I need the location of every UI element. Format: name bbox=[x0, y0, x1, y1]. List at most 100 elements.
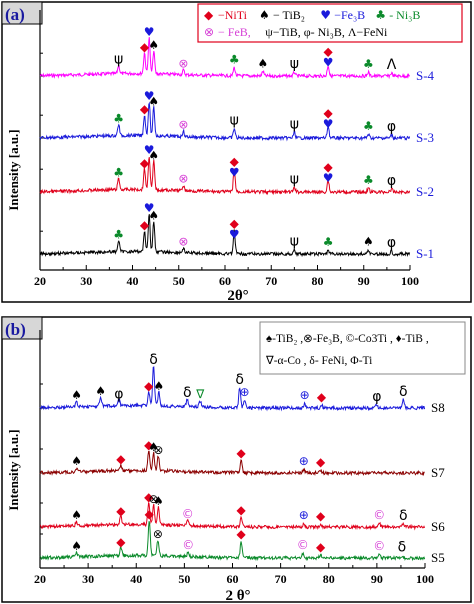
panel-a-peak-marker-spade: ♠ bbox=[148, 95, 159, 109]
panel-a-legend-line1: ◆ −NiTi ♠ − TiB₂ ♥ −Fe₃B ♣ - Ni₃B bbox=[204, 8, 420, 22]
panel-b-x-tick-label: 30 bbox=[82, 572, 94, 586]
panel-b-peak-marker-copy: © bbox=[182, 507, 194, 521]
panel-b-legend-line2: ∇-α-Co , δ- FeNi, Φ-Ti bbox=[265, 355, 372, 367]
legend-label: − FeB, bbox=[218, 25, 251, 39]
panel-b-x-tick-label: 100 bbox=[416, 572, 434, 586]
panel-a-peak-marker-diamond: ◆ bbox=[324, 106, 334, 120]
panel-b-peak-marker-copy: © bbox=[373, 508, 385, 522]
panel-a-peak-marker-heart: ♥ bbox=[144, 25, 155, 39]
panel-b-legend-box bbox=[259, 321, 466, 375]
panel-b-series-label: S8 bbox=[431, 400, 445, 415]
panel-a-peak-marker-phi: φ bbox=[387, 235, 396, 251]
panel-a-peak-marker-psi: ψ bbox=[114, 52, 123, 68]
panel-b-x-tick-label: 80 bbox=[323, 572, 335, 586]
legend-label: −NiTi bbox=[218, 8, 248, 22]
panel-a-peak-marker-heart: ♥ bbox=[323, 171, 334, 185]
panel-a-peak-marker-heart: ♥ bbox=[229, 228, 240, 242]
panel-b-peak-marker-diamond: ◆ bbox=[237, 503, 247, 517]
panel-b-x-tick-label: 40 bbox=[130, 572, 142, 586]
panel-a-peak-marker-heart: ♥ bbox=[323, 56, 334, 70]
panel-a-tag: (a) bbox=[5, 5, 25, 24]
panel-b-peak-marker-diamond: ◆ bbox=[237, 527, 247, 541]
panel-a-peak-marker-otimes: ⊗ bbox=[178, 234, 188, 248]
panel-b-peak-marker-diamond: ◆ bbox=[316, 509, 326, 523]
panel-b-peak-marker-delta: δ bbox=[183, 385, 192, 401]
panel-a-series-label: S-2 bbox=[416, 184, 434, 199]
panel-b-peak-marker-otimes: ⊗ bbox=[153, 443, 163, 457]
panel-a-x-tick-label: 60 bbox=[219, 274, 231, 288]
panel-b-peak-marker-copy: © bbox=[297, 538, 309, 552]
panel-a-x-tick-label: 90 bbox=[358, 274, 370, 288]
panel-b-peak-marker-delta: δ bbox=[399, 508, 408, 524]
legend-heart-icon: ♥ bbox=[320, 8, 331, 22]
panel-b-peak-marker-diamond: ◆ bbox=[316, 540, 326, 554]
panel-a-peak-marker-heart: ♥ bbox=[323, 117, 334, 131]
panel-a-peak-marker-heart: ♥ bbox=[144, 89, 155, 103]
panel-a-series-line-S-4 bbox=[39, 37, 411, 80]
panel-a-tag-box bbox=[1, 1, 43, 25]
panel-a-series-label: S-1 bbox=[416, 246, 434, 261]
panel-b-peak-marker-delta: δ bbox=[149, 352, 158, 368]
panel-a-peak-marker-psi: ψ bbox=[230, 113, 239, 129]
panel-a-peak-marker-psi: ψ bbox=[290, 116, 299, 132]
panel-b-peak-marker-diamond: ◆ bbox=[116, 452, 126, 466]
panel-a-x-tick-label: 70 bbox=[265, 274, 277, 288]
panel-b-peak-marker-spade: ♠ bbox=[153, 379, 164, 393]
panel-b-peak-marker-diamond: ◆ bbox=[144, 438, 154, 452]
panel-b-x-tick-label: 60 bbox=[227, 572, 239, 586]
panel-b-peak-marker-copy: © bbox=[182, 538, 194, 552]
panel-b-peak-marker-phi: φ bbox=[372, 389, 381, 405]
panel-a-peak-marker-club: ♣ bbox=[113, 228, 124, 242]
panel-b-series-line-S5 bbox=[39, 521, 426, 562]
panel-b-peak-marker-phi: φ bbox=[114, 386, 123, 402]
panel-b-peak-marker-spade: ♠ bbox=[71, 388, 82, 402]
panel-a-peak-marker-lambda: Λ bbox=[387, 57, 397, 73]
panel-b-series-line-S6 bbox=[39, 502, 426, 531]
panel-a-series-label: S-3 bbox=[416, 130, 434, 145]
panel-a-peak-marker-otimes: ⊗ bbox=[178, 118, 188, 132]
panel-a-legend-box bbox=[197, 3, 463, 43]
legend-otimes-icon: ⊗ bbox=[204, 25, 214, 39]
panel-b-x-tick-label: 90 bbox=[371, 572, 383, 586]
panel-a-peak-marker-club: ♣ bbox=[363, 173, 374, 187]
panel-a-x-tick-label: 80 bbox=[312, 274, 324, 288]
panel-a-peak-marker-diamond: ◆ bbox=[140, 218, 150, 232]
legend-label: - Ni₃B bbox=[389, 8, 420, 22]
panel-a-peak-marker-otimes: ⊗ bbox=[178, 172, 188, 186]
panel-b-peak-marker-otimes: ⊗ bbox=[149, 492, 159, 506]
panel-b-peak-marker-diamond: ◆ bbox=[116, 504, 126, 518]
panel-a-xlabel: 2θ° bbox=[227, 288, 248, 304]
panel-a-peak-marker-otimes: ⊗ bbox=[178, 56, 188, 70]
legend-spade-icon: ♠ bbox=[259, 8, 270, 22]
panel-a-peak-marker-club: ♣ bbox=[323, 235, 334, 249]
panel-b-series-line-S7 bbox=[39, 450, 425, 477]
panel-b-tag: (b) bbox=[5, 320, 26, 339]
panel-b-peak-marker-diamond: ◆ bbox=[316, 455, 326, 469]
panel-a-peak-marker-diamond: ◆ bbox=[140, 102, 150, 116]
panel-b-peak-marker-diamond: ◆ bbox=[317, 390, 327, 404]
panel-b-ylabel: Intensity [a.u.] bbox=[6, 429, 21, 510]
panel-a-legend: ◆ −NiTi ♠ − TiB₂ ♥ −Fe₃B ♣ - Ni₃B ⊗ − FeB, ψ−TiB,… bbox=[197, 3, 463, 43]
panel-a-frame bbox=[1, 1, 472, 303]
panel-a-x-tick-label: 50 bbox=[173, 274, 185, 288]
panel-a-peak-marker-spade: ♠ bbox=[258, 56, 269, 70]
legend-label: − TiB₂ bbox=[273, 8, 305, 22]
panel-b-peak-marker-spade: ♠ bbox=[71, 454, 82, 468]
panel-a-series-line-S-2 bbox=[39, 156, 411, 196]
panel-b-peak-marker-oplus: ⊕ bbox=[300, 388, 310, 402]
panel-b-peak-marker-nabla: ∇ bbox=[195, 387, 205, 401]
panel-b-xlabel: 2 θ° bbox=[225, 588, 250, 604]
panel-a-x-tick-label: 100 bbox=[401, 274, 419, 288]
panel-a-peak-marker-club: ♣ bbox=[363, 119, 374, 133]
panel-a-peak-marker-heart: ♥ bbox=[229, 166, 240, 180]
panel-b-peak-marker-oplus: ⊕ bbox=[299, 454, 309, 468]
panel-a-peak-marker-spade: ♠ bbox=[148, 209, 159, 223]
panel-a-ylabel: Intensity [a.u.] bbox=[6, 129, 21, 210]
panel-a-peak-marker-club: ♣ bbox=[113, 166, 124, 180]
panel-a-peak-marker-diamond: ◆ bbox=[324, 160, 334, 174]
panel-b-legend-line1: ♠-TiB₂ ,⊗-Fe₃B, ©-Co3Ti , ♦-TiB , bbox=[266, 333, 429, 345]
